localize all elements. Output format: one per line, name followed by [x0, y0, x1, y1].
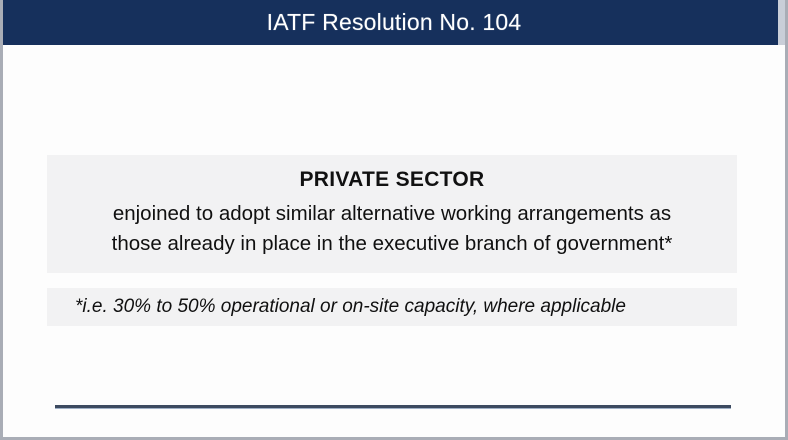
statement-line-2: those already in place in the executive …	[111, 231, 673, 255]
private-sector-statement-panel: PRIVATE SECTOR enjoined to adopt similar…	[47, 155, 737, 273]
slide-body: PRIVATE SECTOR enjoined to adopt similar…	[3, 45, 785, 437]
footnote-text: *i.e. 30% to 50% operational or on-site …	[75, 295, 626, 317]
private-sector-heading: PRIVATE SECTOR	[299, 168, 485, 191]
slide-title: IATF Resolution No. 104	[266, 9, 522, 35]
bottom-divider-rule	[55, 405, 731, 409]
footnote-panel: *i.e. 30% to 50% operational or on-site …	[47, 288, 737, 326]
title-bar-right-edge	[778, 0, 785, 45]
slide-title-bar: IATF Resolution No. 104	[3, 0, 785, 45]
statement-line-1: enjoined to adopt similar alternative wo…	[112, 202, 672, 226]
